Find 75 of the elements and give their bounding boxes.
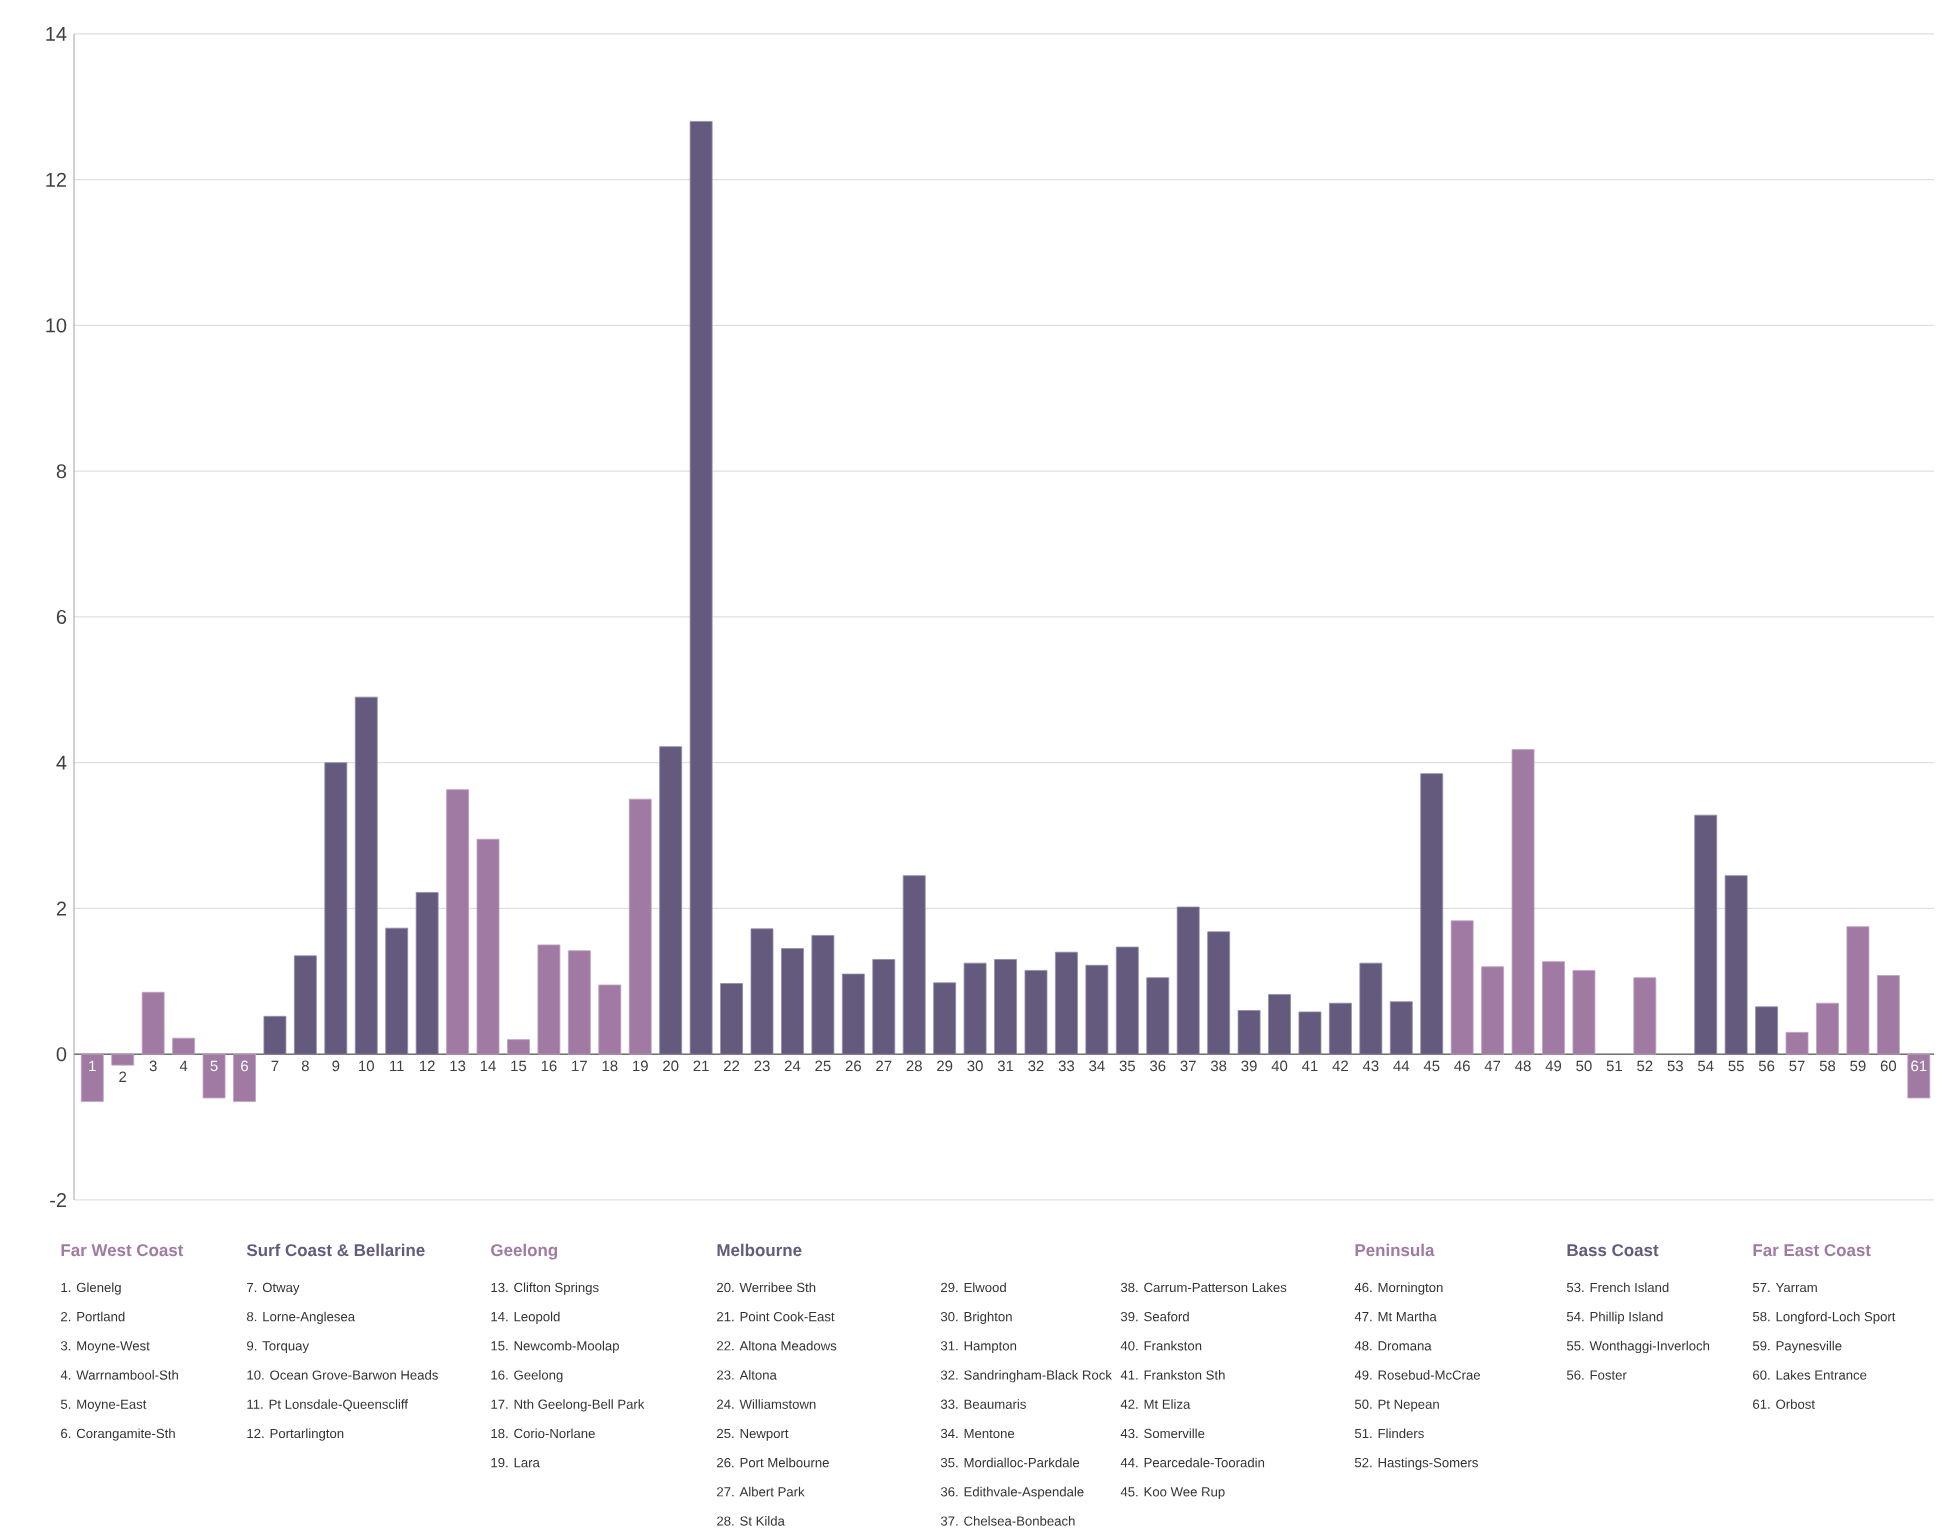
bar <box>537 944 561 1055</box>
bar <box>1085 964 1109 1055</box>
bar <box>1785 1031 1809 1055</box>
bar <box>720 983 743 1055</box>
bar <box>1876 975 1900 1055</box>
bar <box>1329 1002 1352 1055</box>
bar <box>1816 1002 1839 1055</box>
y-tick-label: 14 <box>46 27 67 41</box>
y-tick-label: 6 <box>56 609 67 625</box>
bar <box>1633 977 1657 1055</box>
bar <box>902 875 926 1055</box>
y-tick-label: 12 <box>46 172 66 187</box>
bar <box>141 991 165 1055</box>
bar <box>354 696 378 1055</box>
bar <box>1055 951 1078 1055</box>
bar <box>933 982 957 1055</box>
bar <box>1694 814 1718 1055</box>
bar <box>1298 1011 1322 1055</box>
bar <box>80 1053 104 1102</box>
bar <box>1115 946 1139 1055</box>
bar <box>1237 1010 1261 1055</box>
bar <box>1389 1001 1413 1055</box>
bar <box>1176 906 1200 1055</box>
bar <box>811 935 835 1055</box>
bar <box>1146 977 1170 1055</box>
bar <box>476 838 500 1055</box>
bar <box>781 948 804 1055</box>
bar <box>293 955 317 1055</box>
bar <box>263 1015 287 1055</box>
bar <box>1207 931 1231 1055</box>
bar <box>1511 749 1535 1055</box>
bar <box>1481 966 1505 1055</box>
bar <box>507 1039 530 1055</box>
y-tick-label: -2 <box>50 1193 66 1207</box>
bar <box>841 973 865 1055</box>
y-tick-label: 10 <box>46 318 67 333</box>
bar <box>567 950 591 1055</box>
bar <box>1268 994 1291 1055</box>
y-tick-label: 2 <box>56 901 66 916</box>
bar <box>994 959 1017 1055</box>
bar <box>872 959 896 1055</box>
bar <box>385 927 409 1055</box>
bar <box>202 1053 226 1099</box>
bar <box>233 1053 256 1102</box>
text: Melbourne <box>717 1243 802 1257</box>
bar <box>1907 1053 1931 1099</box>
bar <box>1420 773 1444 1055</box>
bar <box>1024 970 1048 1055</box>
bar <box>1755 1006 1778 1055</box>
bar <box>446 789 469 1055</box>
bar <box>1359 962 1383 1055</box>
bar <box>1572 970 1596 1055</box>
bar <box>1724 875 1748 1055</box>
bar <box>628 798 652 1055</box>
text: Geelong <box>491 1243 558 1260</box>
text: Far West Coast <box>61 1244 184 1257</box>
bar <box>598 984 622 1055</box>
bar <box>1450 920 1474 1055</box>
bar <box>1846 926 1870 1055</box>
bar <box>111 1053 135 1066</box>
y-tick-label: 4 <box>56 755 67 770</box>
bar <box>689 121 713 1055</box>
y-tick-label: 0 <box>56 1047 67 1062</box>
bar <box>659 746 683 1055</box>
bar <box>324 762 348 1055</box>
text: Surf Coast & Bellarine <box>246 1243 425 1257</box>
y-tick-label: 8 <box>56 464 67 479</box>
bar <box>963 962 987 1055</box>
bar <box>1542 961 1565 1055</box>
bar <box>415 892 439 1055</box>
bar <box>750 928 774 1055</box>
text: Peninsula <box>1355 1243 1435 1257</box>
text: Far East Coast <box>1753 1244 1871 1257</box>
text: Bass Coast <box>1567 1244 1659 1257</box>
bar <box>172 1037 196 1055</box>
